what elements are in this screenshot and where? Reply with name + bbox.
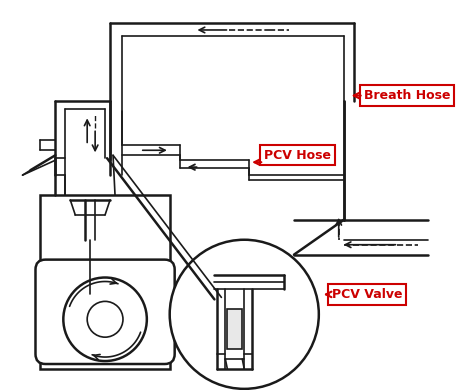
Bar bbox=[40, 195, 170, 369]
Circle shape bbox=[64, 278, 147, 361]
FancyBboxPatch shape bbox=[36, 260, 175, 364]
Bar bbox=[228, 309, 242, 349]
Text: PCV Hose: PCV Hose bbox=[264, 149, 331, 162]
Circle shape bbox=[170, 240, 319, 389]
Text: PCV Valve: PCV Valve bbox=[332, 288, 402, 301]
Text: Breath Hose: Breath Hose bbox=[364, 89, 450, 102]
